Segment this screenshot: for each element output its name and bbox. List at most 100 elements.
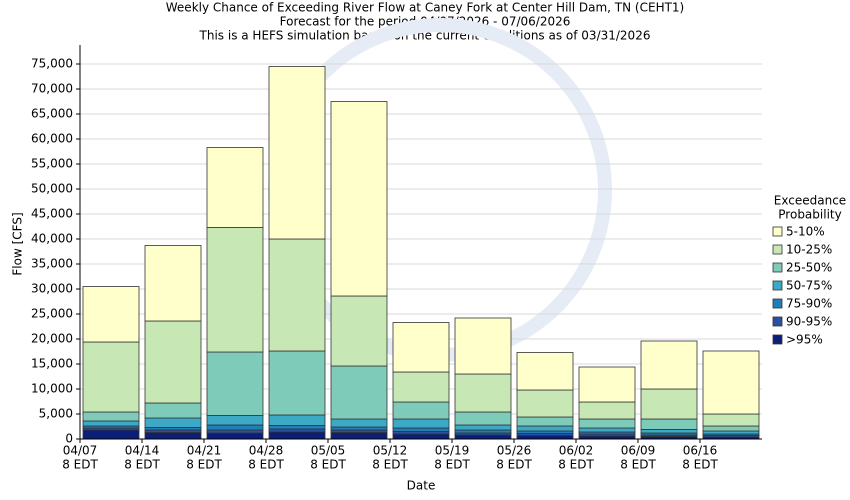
bar-segment (640, 429, 698, 434)
legend-label: >95% (786, 333, 823, 347)
y-tick-label: 35,000 (31, 257, 73, 271)
y-tick-label: 40,000 (31, 232, 73, 246)
y-tick-label: 5,000 (39, 407, 73, 421)
y-tick-label: 30,000 (31, 282, 73, 296)
y-tick-label: 0 (65, 432, 73, 446)
bar-segment (392, 433, 450, 440)
bar-segment (392, 401, 450, 420)
bar-segment (330, 418, 388, 428)
x-tick-label: 04/21 (187, 444, 222, 458)
y-tick-label: 65,000 (31, 107, 73, 121)
bar-segment (392, 418, 450, 429)
bar-segment (516, 352, 574, 391)
bar-segment (268, 414, 326, 426)
bar-segment (516, 416, 574, 427)
legend-label: 25-50% (786, 261, 832, 275)
legend-swatch (772, 298, 783, 309)
y-tick-label: 55,000 (31, 157, 73, 171)
y-tick-label: 25,000 (31, 307, 73, 321)
bar-segment (268, 425, 326, 430)
legend-swatch (772, 334, 783, 345)
bar-segment (268, 350, 326, 416)
bar-segment (392, 322, 450, 373)
bar-segment (702, 430, 760, 435)
bar-segment (268, 66, 326, 240)
bar-segment (702, 413, 760, 427)
bar-segment (268, 428, 326, 433)
bar-segment (702, 350, 760, 415)
x-tick-label: 05/19 (435, 444, 470, 458)
x-tick-label: 8 EDT (558, 458, 594, 472)
y-axis-title: Flow [CFS] (11, 212, 25, 275)
bar-segment (578, 418, 636, 429)
x-tick-label: 04/14 (125, 444, 160, 458)
x-tick-label: 8 EDT (496, 458, 532, 472)
x-tick-label: 05/12 (373, 444, 408, 458)
y-tick-label: 50,000 (31, 182, 73, 196)
bar-segment (330, 432, 388, 440)
bar-segment (206, 429, 264, 434)
x-tick-label: 04/28 (249, 444, 284, 458)
bar-segment (144, 245, 202, 322)
y-tick-label: 70,000 (31, 82, 73, 96)
bar-segment (206, 415, 264, 426)
legend-title: Probability (778, 208, 841, 222)
bar-segment (330, 295, 388, 367)
x-tick-label: 06/02 (559, 444, 594, 458)
x-tick-label: 04/07 (63, 444, 98, 458)
legend-label: 90-95% (786, 315, 832, 329)
bar-segment (82, 286, 140, 343)
bar-segment (206, 227, 264, 353)
y-tick-label: 75,000 (31, 57, 73, 71)
y-tick-label: 60,000 (31, 132, 73, 146)
bar-segment (82, 341, 140, 413)
x-tick-label: 05/05 (311, 444, 346, 458)
bar-segment (516, 389, 574, 418)
x-tick-label: 8 EDT (186, 458, 222, 472)
y-tick-label: 45,000 (31, 207, 73, 221)
x-tick-label: 8 EDT (124, 458, 160, 472)
x-tick-label: 06/09 (621, 444, 656, 458)
bar-segment (330, 365, 388, 420)
bar-segment (82, 429, 140, 440)
bar-segment (640, 340, 698, 390)
bar-segment (144, 320, 202, 404)
bar-segment (516, 435, 574, 440)
bar-segment (578, 401, 636, 420)
bar-segment (82, 411, 140, 422)
legend-swatch (772, 280, 783, 291)
legend-title: Exceedance (774, 194, 846, 208)
bar-segment (578, 427, 636, 433)
x-tick-label: 05/26 (497, 444, 532, 458)
bar-segment (578, 366, 636, 403)
legend-swatch (772, 244, 783, 255)
legend-label: 5-10% (786, 225, 825, 239)
bar-segment (392, 427, 450, 432)
bar-segment (268, 431, 326, 440)
bar-segment (392, 371, 450, 403)
x-axis-title: Date (407, 479, 436, 493)
legend-label: 50-75% (786, 279, 832, 293)
x-tick-label: 8 EDT (372, 458, 408, 472)
bar-segment (144, 432, 202, 440)
bar-segment (206, 424, 264, 431)
bar-segment (454, 429, 512, 434)
bar-segment (206, 147, 264, 228)
y-tick-label: 10,000 (31, 382, 73, 396)
bar-segment (454, 434, 512, 440)
legend-label: 75-90% (786, 297, 832, 311)
x-tick-label: 8 EDT (248, 458, 284, 472)
bar-segment (640, 418, 698, 430)
bar-segment (206, 351, 264, 416)
bar-segment (144, 402, 202, 419)
bar-segment (268, 238, 326, 352)
bar-segment (454, 373, 512, 413)
bar-segment (516, 425, 574, 432)
bar-segment (454, 411, 512, 426)
bar-segment (330, 101, 388, 297)
x-tick-label: 8 EDT (62, 458, 98, 472)
y-tick-label: 20,000 (31, 332, 73, 346)
x-tick-label: 8 EDT (620, 458, 656, 472)
x-tick-label: 8 EDT (310, 458, 346, 472)
